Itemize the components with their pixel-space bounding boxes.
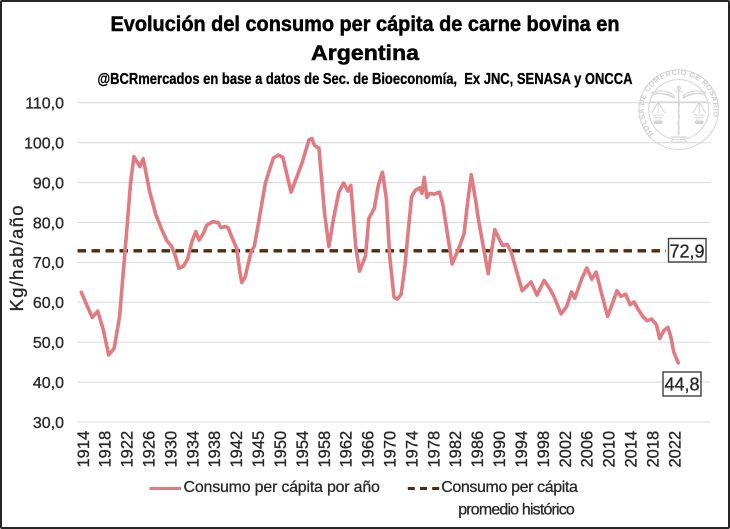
svg-text:1982: 1982 [447,431,465,468]
svg-text:1938: 1938 [206,431,224,468]
svg-text:2002: 2002 [557,431,575,468]
svg-text:1974: 1974 [403,431,421,468]
svg-text:2010: 2010 [601,431,619,468]
svg-text:1962: 1962 [338,431,356,468]
svg-text:1914: 1914 [75,431,93,468]
svg-text:1994: 1994 [513,431,531,468]
svg-text:Kg/hab/año: Kg/hab/año [6,206,27,312]
svg-text:44,8: 44,8 [664,375,699,395]
svg-text:2014: 2014 [623,431,641,468]
svg-text:2018: 2018 [644,431,662,468]
svg-text:1990: 1990 [491,431,509,468]
svg-text:1978: 1978 [425,431,443,468]
svg-text:1942: 1942 [228,431,246,468]
svg-text:1950: 1950 [272,431,290,468]
svg-text:Evolución del consumo per cápi: Evolución del consumo per cápita de carn… [111,13,620,36]
svg-text:100,0: 100,0 [24,136,64,153]
svg-text:70,0: 70,0 [33,255,64,272]
svg-text:72,9: 72,9 [669,242,704,262]
svg-text:promedio histórico: promedio histórico [458,502,575,519]
svg-text:1986: 1986 [469,431,487,468]
svg-text:1966: 1966 [360,431,378,468]
svg-text:1930: 1930 [162,431,180,468]
svg-text:60,0: 60,0 [33,295,64,312]
svg-text:1970: 1970 [382,431,400,468]
svg-text:2022: 2022 [666,431,684,468]
svg-text:1934: 1934 [184,431,202,468]
svg-text:1998: 1998 [535,431,553,468]
svg-text:Consumo per cápita por año: Consumo per cápita por año [184,479,380,496]
svg-text:90,0: 90,0 [33,175,64,192]
svg-text:1958: 1958 [316,431,334,468]
svg-text:1945: 1945 [250,431,268,468]
svg-text:1926: 1926 [141,431,159,468]
svg-text:50,0: 50,0 [33,335,64,352]
svg-text:80,0: 80,0 [33,215,64,232]
svg-text:1954: 1954 [294,431,312,468]
svg-text:1922: 1922 [119,431,137,468]
svg-text:2006: 2006 [579,431,597,468]
svg-text:40,0: 40,0 [33,375,64,392]
svg-text:1918: 1918 [97,431,115,468]
svg-text:30,0: 30,0 [33,415,64,432]
svg-text:Argentina: Argentina [311,42,419,65]
svg-text:110,0: 110,0 [25,96,64,113]
svg-text:Consumo per cápita: Consumo per cápita [441,479,578,496]
svg-text:@BCRmercados en base a datos d: @BCRmercados en base a datos de Sec. de … [98,71,633,88]
